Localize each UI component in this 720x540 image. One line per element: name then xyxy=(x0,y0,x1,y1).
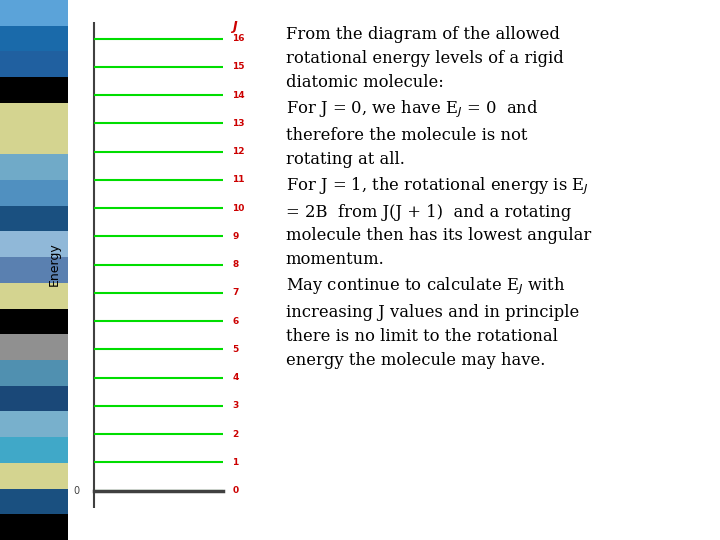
Text: From the diagram of the allowed
rotational energy levels of a rigid
diatomic mol: From the diagram of the allowed rotation… xyxy=(286,26,591,369)
FancyBboxPatch shape xyxy=(0,26,68,51)
Text: 11: 11 xyxy=(232,176,245,184)
FancyBboxPatch shape xyxy=(0,360,68,386)
Text: 15: 15 xyxy=(232,62,245,71)
Text: 10: 10 xyxy=(232,204,245,213)
FancyBboxPatch shape xyxy=(0,103,68,129)
Text: 9: 9 xyxy=(232,232,238,241)
Text: 3: 3 xyxy=(232,401,238,410)
Text: 13: 13 xyxy=(232,119,245,128)
Text: 2: 2 xyxy=(232,430,238,438)
FancyBboxPatch shape xyxy=(0,386,68,411)
Text: 1: 1 xyxy=(232,458,238,467)
Text: 8: 8 xyxy=(232,260,238,269)
FancyBboxPatch shape xyxy=(0,489,68,514)
Text: 16: 16 xyxy=(232,34,245,43)
FancyBboxPatch shape xyxy=(0,180,68,206)
FancyBboxPatch shape xyxy=(0,257,68,283)
FancyBboxPatch shape xyxy=(0,334,68,360)
FancyBboxPatch shape xyxy=(0,283,68,308)
FancyBboxPatch shape xyxy=(0,77,68,103)
FancyBboxPatch shape xyxy=(0,514,68,540)
FancyBboxPatch shape xyxy=(0,51,68,77)
Text: 6: 6 xyxy=(232,316,238,326)
FancyBboxPatch shape xyxy=(0,463,68,489)
FancyBboxPatch shape xyxy=(0,0,68,26)
Text: 12: 12 xyxy=(232,147,245,156)
FancyBboxPatch shape xyxy=(0,206,68,232)
FancyBboxPatch shape xyxy=(0,154,68,180)
FancyBboxPatch shape xyxy=(0,411,68,437)
Text: 0: 0 xyxy=(73,485,79,496)
FancyBboxPatch shape xyxy=(0,308,68,334)
Text: 5: 5 xyxy=(232,345,238,354)
Text: 4: 4 xyxy=(232,373,238,382)
FancyBboxPatch shape xyxy=(0,129,68,154)
Text: Energy: Energy xyxy=(48,242,60,287)
Text: 7: 7 xyxy=(232,288,238,298)
FancyBboxPatch shape xyxy=(0,437,68,463)
Text: 0: 0 xyxy=(232,486,238,495)
Text: 14: 14 xyxy=(232,91,245,99)
Text: J: J xyxy=(232,20,237,33)
FancyBboxPatch shape xyxy=(0,232,68,257)
